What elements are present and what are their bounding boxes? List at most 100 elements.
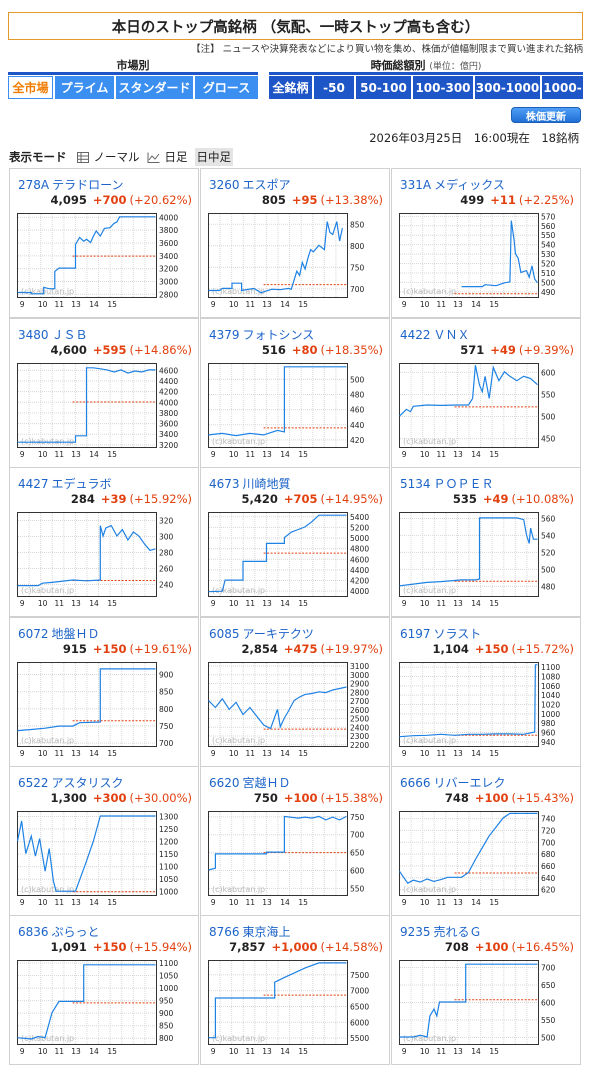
stock-name-link[interactable]: 278A テラドローン bbox=[18, 176, 124, 193]
stock-stats: 748 +100 (+15.43%) bbox=[445, 791, 574, 805]
stock-card: 9235 売れるＧ 708 +100 (+16.45%) 700 650 600 550 500 (… bbox=[391, 915, 581, 1065]
stock-code: 4379 bbox=[209, 328, 240, 342]
x-tick-label: 10 bbox=[420, 450, 430, 459]
market-filter-growth[interactable]: グロース bbox=[195, 76, 258, 99]
stock-name-link[interactable]: 4673 川崎地質 bbox=[209, 475, 291, 492]
price-filter-under-50[interactable]: -50 bbox=[314, 76, 354, 99]
stock-stats: 535 +49 (+10.08%) bbox=[453, 492, 574, 506]
stock-name-link[interactable]: 5134 ＰＯＰＥＲ bbox=[400, 475, 494, 492]
stock-change: +49 bbox=[490, 343, 516, 357]
y-tick-label: 560 bbox=[541, 222, 556, 231]
intraday-chart[interactable]: 7500 7000 6500 6000 5500 (c)kabutan.jp 9 10 11 13… bbox=[208, 960, 387, 1058]
intraday-chart[interactable]: 1100 1050 1000 950 900 850 800 (c)kabutan.jp 9 10… bbox=[17, 960, 196, 1058]
y-tick-label: 680 bbox=[541, 850, 556, 859]
stock-card: 4379 フォトシンス 516 +80 (+18.35%) 500 480 460 440 420… bbox=[200, 318, 390, 468]
refresh-price-button[interactable]: 株価更新 bbox=[511, 107, 581, 123]
market-filter-all[interactable]: 全市場 bbox=[8, 76, 53, 99]
x-tick-label: 13 bbox=[262, 1047, 272, 1056]
price-filter-100-300[interactable]: 100-300 bbox=[413, 76, 473, 99]
price-filter-50-100[interactable]: 50-100 bbox=[356, 76, 411, 99]
intraday-chart[interactable]: 320 300 280 260 240 (c)kabutan.jp 9 10 11 13 14 15 bbox=[17, 512, 196, 610]
intraday-chart[interactable]: 4000 3800 3600 3400 3200 3000 2800 (c)kabutan.j… bbox=[17, 213, 196, 311]
intraday-chart[interactable]: 560 540 520 500 480 (c)kabutan.jp 9 10 11 13 14 15 bbox=[399, 512, 578, 610]
x-tick-label: 9 bbox=[402, 300, 407, 309]
y-tick-label: 850 bbox=[350, 220, 365, 229]
chart-watermark: (c)kabutan.jp bbox=[403, 586, 456, 595]
market-filter-divider bbox=[8, 72, 258, 75]
price-filter-300-1000[interactable]: 300-1000 bbox=[475, 76, 540, 99]
stock-name: エデュラボ bbox=[51, 477, 112, 491]
y-tick-label: 700 bbox=[350, 831, 365, 840]
stock-name-link[interactable]: 8766 東京海上 bbox=[209, 923, 291, 940]
x-tick-label: 14 bbox=[280, 450, 290, 459]
x-tick-label: 11 bbox=[437, 300, 447, 309]
mode-intraday-option[interactable]: 日中足 bbox=[194, 148, 233, 166]
stock-name-link[interactable]: 6836 ぷらっと bbox=[18, 923, 100, 940]
stock-code: 331A bbox=[400, 178, 432, 192]
stock-name-link[interactable]: 3480 ＪＳＢ bbox=[18, 326, 88, 343]
stock-card: 3260 エスポア 805 +95 (+13.38%) 850 800 750 700 (c)ka… bbox=[200, 168, 390, 318]
price-filter-over-1000[interactable]: 1000- bbox=[542, 76, 583, 99]
stock-name-link[interactable]: 6666 リバーエレク bbox=[400, 774, 506, 791]
y-tick-label: 420 bbox=[350, 436, 365, 445]
x-tick-label: 9 bbox=[402, 898, 407, 907]
stock-name-link[interactable]: 6072 地盤ＨＤ bbox=[18, 625, 100, 642]
stock-name-link[interactable]: 4379 フォトシンス bbox=[209, 326, 314, 343]
intraday-chart[interactable]: 1300 1250 1200 1150 1100 1050 1000 (c)kabutan.j… bbox=[17, 811, 196, 909]
y-tick-label: 940 bbox=[541, 738, 556, 747]
intraday-chart[interactable]: 3100300029002800270026002500240023002200… bbox=[208, 662, 387, 760]
x-tick-label: 15 bbox=[489, 599, 499, 608]
x-tick-label: 14 bbox=[471, 300, 481, 309]
stock-change-percent: (+16.45%) bbox=[511, 940, 574, 954]
market-filter-standard[interactable]: スタンダード bbox=[116, 76, 193, 99]
market-filter-prime[interactable]: プライム bbox=[55, 76, 114, 99]
y-tick-label: 6000 bbox=[350, 1018, 369, 1027]
stock-name-link[interactable]: 6620 宮越ＨＤ bbox=[209, 774, 291, 791]
stock-card: 4422 ＶＮＸ 571 +49 (+9.39%) 600 550 500 450 (c)kabu… bbox=[391, 318, 581, 468]
intraday-chart[interactable]: 850 800 750 700 (c)kabutan.jp 9 10 11 13 14 15 bbox=[208, 213, 387, 311]
x-tick-label: 10 bbox=[420, 599, 430, 608]
mode-daily-option[interactable]: 日足 bbox=[147, 149, 188, 165]
y-tick-label: 6500 bbox=[350, 1002, 369, 1011]
stock-name-link[interactable]: 9235 売れるＧ bbox=[400, 923, 482, 940]
chart-frame bbox=[208, 662, 348, 747]
y-tick-label: 3600 bbox=[159, 239, 178, 248]
stock-stats: 284 +39 (+15.92%) bbox=[71, 492, 192, 506]
stock-name-link[interactable]: 6522 アスタリスク bbox=[18, 774, 124, 791]
intraday-chart[interactable]: 900 850 800 750 700 (c)kabutan.jp 9 10 11 13 14 15 bbox=[17, 662, 196, 760]
stock-name-link[interactable]: 331A メディックス bbox=[400, 176, 505, 193]
datetime-status: 2026年03月25日 16:00現在 18銘柄 bbox=[369, 131, 579, 145]
intraday-chart[interactable]: 700 650 600 550 500 (c)kabutan.jp 9 10 11 13 14 15 bbox=[399, 960, 578, 1058]
x-tick-label: 14 bbox=[89, 450, 99, 459]
stock-name-link[interactable]: 6197 ソラスト bbox=[400, 625, 481, 642]
stock-change-percent: (+20.62%) bbox=[129, 193, 192, 207]
stock-change-percent: (+19.61%) bbox=[129, 642, 192, 656]
x-tick-label: 13 bbox=[453, 749, 463, 758]
intraday-chart[interactable]: 750 700 650 600 550 (c)kabutan.jp 9 10 11 13 14 15 bbox=[208, 811, 387, 909]
price-filter-group: 全銘柄 -50 50-100 100-300 300-1000 1000- bbox=[269, 76, 583, 99]
stock-name-link[interactable]: 6085 アーキテクツ bbox=[209, 625, 314, 642]
x-tick-label: 14 bbox=[280, 898, 290, 907]
stock-name-link[interactable]: 4427 エデュラボ bbox=[18, 475, 112, 492]
x-tick-label: 9 bbox=[402, 599, 407, 608]
x-tick-label: 15 bbox=[298, 1047, 308, 1056]
x-tick-label: 14 bbox=[89, 300, 99, 309]
y-tick-label: 1020 bbox=[541, 701, 560, 710]
x-tick-label: 15 bbox=[298, 599, 308, 608]
price-filter-all[interactable]: 全銘柄 bbox=[269, 76, 312, 99]
stock-name-link[interactable]: 4422 ＶＮＸ bbox=[400, 326, 470, 343]
y-tick-label: 1150 bbox=[159, 850, 178, 859]
y-tick-label: 800 bbox=[159, 705, 174, 714]
intraday-chart[interactable]: 600 550 500 450 (c)kabutan.jp 9 10 11 13 14 15 bbox=[399, 363, 578, 461]
stock-name: 宮越ＨＤ bbox=[242, 776, 291, 790]
y-tick-label: 620 bbox=[541, 886, 556, 895]
intraday-chart[interactable]: 740 720 700 680 660 640 620 (c)kabutan.jp 9 10 11 1… bbox=[399, 811, 578, 909]
intraday-chart[interactable]: 500 480 460 440 420 (c)kabutan.jp 9 10 11 13 14 15 bbox=[208, 363, 387, 461]
stock-name-link[interactable]: 3260 エスポア bbox=[209, 176, 291, 193]
price-line bbox=[399, 664, 538, 738]
mode-normal-option[interactable]: ノーマル bbox=[76, 149, 140, 165]
